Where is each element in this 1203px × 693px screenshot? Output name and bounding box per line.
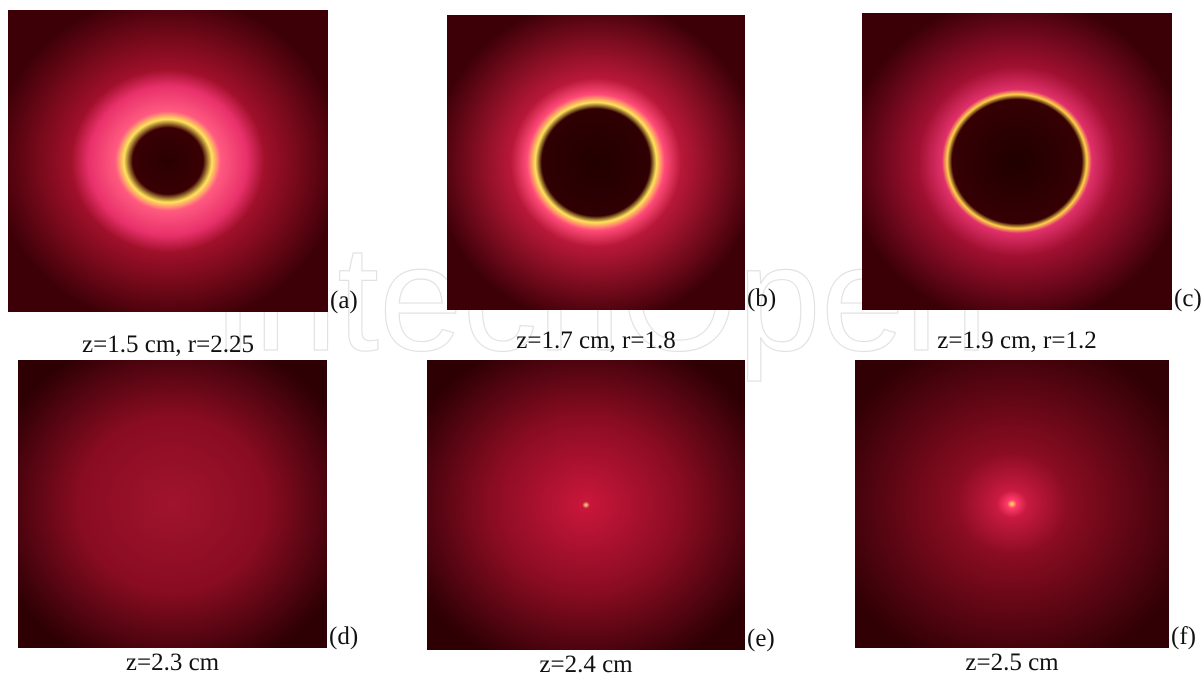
figure: IntechOpen (a)z=1.5 cm, r=2.25(b)z=1.7 c… [0,0,1203,688]
photo [447,15,745,310]
photo [427,360,745,650]
panel-label: (a) [330,287,358,314]
panel-label: (f) [1171,623,1196,650]
panel-label: (e) [747,625,775,652]
caption: z=2.3 cm [126,649,220,676]
panel-label: (c) [1174,285,1202,312]
photo [862,13,1172,310]
panel-label: (d) [329,623,358,650]
caption: z=2.4 cm [539,651,633,678]
panel-label: (b) [747,285,776,312]
photo [8,10,328,312]
caption: z=1.7 cm, r=1.8 [516,327,675,354]
caption: z=1.5 cm, r=2.25 [82,331,254,358]
photo [855,360,1169,648]
photo [18,360,327,648]
caption: z=1.9 cm, r=1.2 [937,327,1096,354]
caption: z=2.5 cm [965,649,1059,676]
